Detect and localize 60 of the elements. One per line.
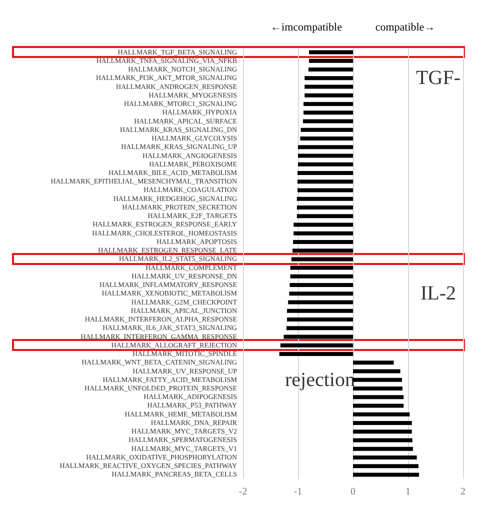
bar bbox=[302, 119, 353, 124]
bar bbox=[298, 154, 353, 158]
bar bbox=[288, 300, 353, 304]
text: ←imcompatible bbox=[270, 22, 342, 34]
bar bbox=[291, 257, 353, 262]
bar bbox=[353, 438, 412, 442]
bar bbox=[284, 334, 353, 339]
bar bbox=[353, 360, 394, 365]
bar bbox=[304, 76, 353, 80]
x-tick-label: 0 bbox=[350, 486, 356, 498]
text: compatible→ bbox=[375, 22, 436, 34]
bar bbox=[353, 464, 418, 468]
bar bbox=[308, 68, 353, 72]
bar bbox=[353, 455, 417, 460]
bar bbox=[279, 352, 353, 356]
bar bbox=[353, 378, 402, 382]
x-tick-label: -1 bbox=[294, 486, 302, 498]
x-tick-label: -2 bbox=[238, 486, 248, 498]
x-tick-label: 1 bbox=[406, 486, 410, 498]
bar bbox=[300, 128, 353, 132]
bar bbox=[293, 240, 353, 244]
bar bbox=[353, 386, 402, 390]
bar bbox=[286, 326, 353, 330]
x-tick-label: 2 bbox=[460, 486, 466, 498]
bar bbox=[292, 248, 353, 253]
bar bbox=[353, 412, 410, 416]
bar bbox=[280, 343, 353, 348]
annotation: rejection bbox=[285, 368, 355, 391]
bar bbox=[287, 308, 353, 313]
bar bbox=[309, 50, 353, 54]
bar bbox=[300, 136, 353, 141]
bar bbox=[353, 369, 400, 374]
bar bbox=[353, 430, 412, 434]
bar bbox=[297, 170, 353, 175]
bar bbox=[289, 292, 353, 296]
bar bbox=[353, 395, 404, 400]
bar bbox=[290, 274, 353, 278]
bar bbox=[304, 84, 353, 89]
bar bbox=[353, 404, 404, 408]
bar bbox=[296, 196, 353, 201]
bar bbox=[294, 222, 353, 227]
bar bbox=[353, 420, 412, 425]
bar bbox=[297, 188, 353, 192]
bar bbox=[290, 283, 353, 288]
bar bbox=[296, 205, 353, 210]
bar bbox=[353, 472, 419, 477]
bar bbox=[298, 162, 353, 166]
bar bbox=[287, 318, 353, 322]
bar bbox=[294, 231, 353, 236]
annotation: IL-2 bbox=[420, 282, 456, 305]
bar bbox=[297, 180, 353, 184]
bar bbox=[353, 446, 413, 451]
bar bbox=[309, 58, 353, 63]
annotation: TGF- bbox=[416, 67, 460, 90]
bar bbox=[304, 102, 353, 106]
bar bbox=[304, 110, 353, 115]
bar bbox=[304, 93, 353, 98]
bar bbox=[290, 266, 353, 270]
bar bbox=[296, 214, 353, 218]
bar bbox=[298, 145, 353, 150]
